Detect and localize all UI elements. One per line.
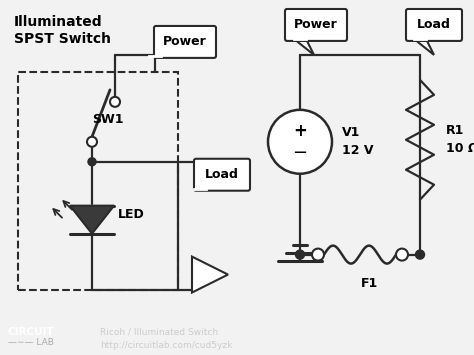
Circle shape xyxy=(268,110,332,174)
Text: —∼— LAB: —∼— LAB xyxy=(8,338,54,347)
Circle shape xyxy=(416,250,425,259)
Text: CIRCUIT: CIRCUIT xyxy=(8,327,55,337)
Text: +: + xyxy=(293,122,307,140)
Text: LED: LED xyxy=(118,208,145,221)
Polygon shape xyxy=(294,39,314,55)
Circle shape xyxy=(312,248,324,261)
Polygon shape xyxy=(149,55,169,56)
Text: Load: Load xyxy=(417,18,451,32)
Polygon shape xyxy=(194,162,214,189)
FancyBboxPatch shape xyxy=(194,159,250,191)
Polygon shape xyxy=(414,39,434,55)
Circle shape xyxy=(88,158,96,166)
Text: −: − xyxy=(292,144,308,162)
Text: R1
10 Ω: R1 10 Ω xyxy=(446,124,474,155)
Circle shape xyxy=(110,97,120,107)
Circle shape xyxy=(295,250,304,259)
Text: F1: F1 xyxy=(361,277,379,290)
Text: Power: Power xyxy=(294,18,338,32)
Text: Power: Power xyxy=(163,36,207,48)
Polygon shape xyxy=(192,257,228,293)
Text: Ricoh / Illuminated Switch
http://circuitlab.com/cud5yzk: Ricoh / Illuminated Switch http://circui… xyxy=(100,328,232,350)
FancyBboxPatch shape xyxy=(406,9,462,41)
Text: Load: Load xyxy=(205,168,239,181)
Polygon shape xyxy=(70,206,114,234)
FancyBboxPatch shape xyxy=(285,9,347,41)
Circle shape xyxy=(396,248,408,261)
Text: Illuminated
SPST Switch: Illuminated SPST Switch xyxy=(14,15,111,46)
Text: SW1: SW1 xyxy=(92,113,124,126)
Text: V1
12 V: V1 12 V xyxy=(342,126,374,157)
Circle shape xyxy=(87,137,97,147)
FancyBboxPatch shape xyxy=(154,26,216,58)
Bar xyxy=(18,72,178,290)
